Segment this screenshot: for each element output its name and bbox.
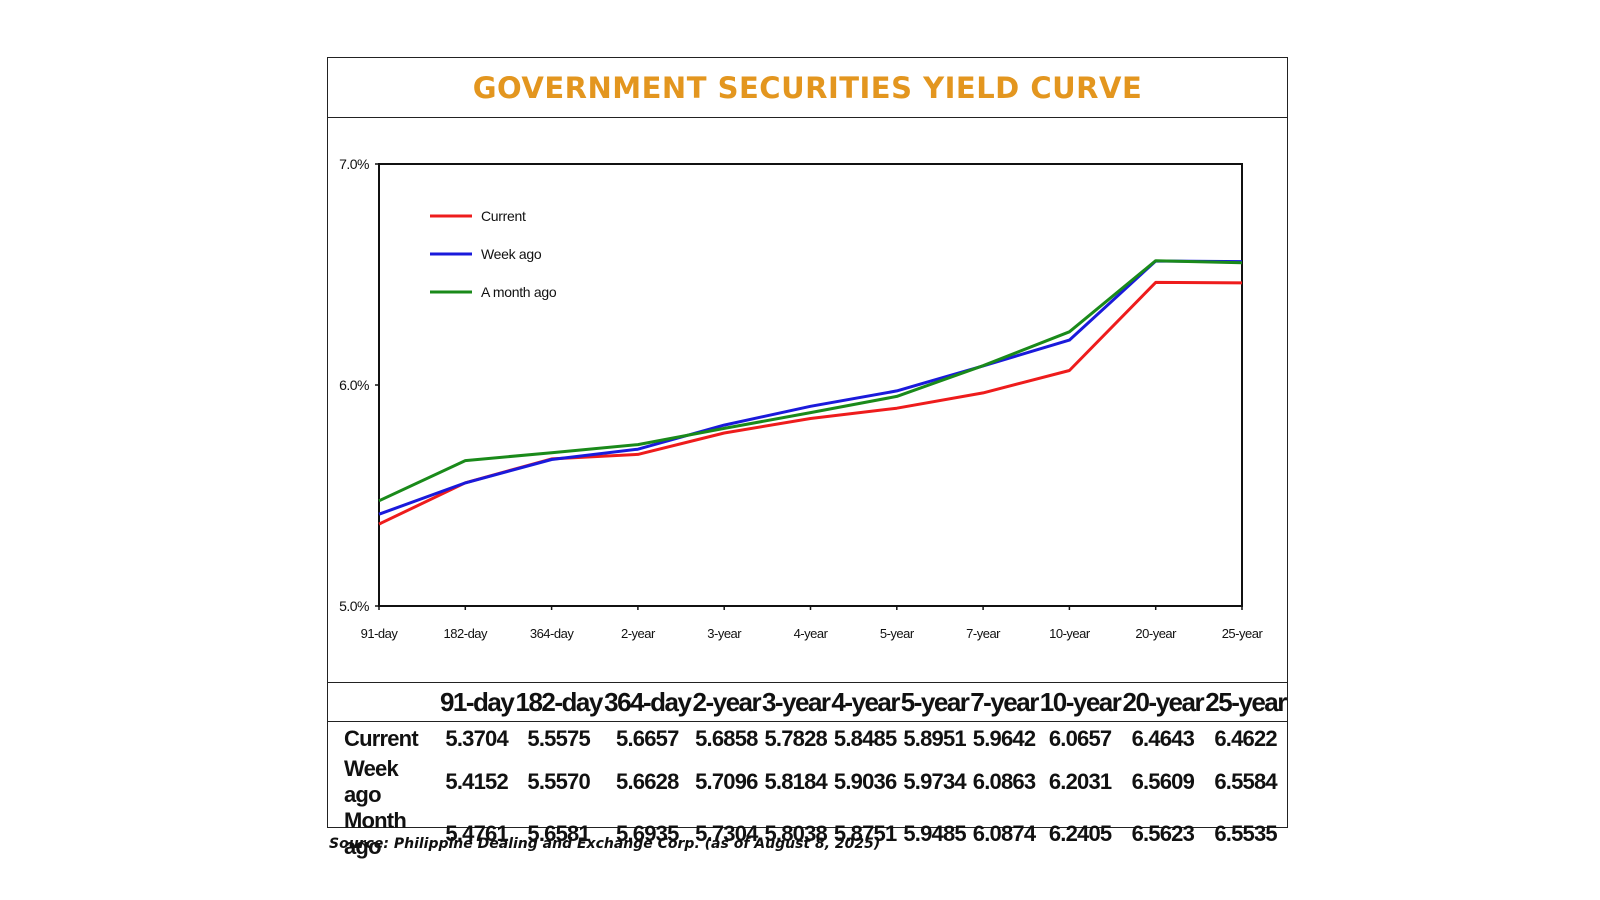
- column-header: 4-year: [830, 683, 900, 722]
- table-row: Week ago 5.4152 5.5570 5.6628 5.7096 5.8184 5.…: [328, 756, 1287, 808]
- x-tick-label: 20-year: [1135, 626, 1177, 641]
- x-tick-label: 3-year: [707, 626, 742, 641]
- chart-title: GOVERNMENT SECURITIES YIELD CURVE: [472, 70, 1143, 105]
- y-tick-label: 6.0%: [339, 377, 369, 393]
- table-cell: 5.9734: [903, 769, 966, 794]
- table-cell: 5.8751: [833, 821, 897, 846]
- table-cell: 5.7096: [695, 769, 758, 794]
- column-header: 364-day: [602, 683, 692, 722]
- table-cell: 5.9036: [833, 769, 897, 794]
- source-note: Source: Philippine Dealing and Exchange …: [329, 836, 881, 852]
- table-cell: 5.7828: [764, 726, 828, 751]
- column-header: 7-year: [969, 683, 1039, 722]
- table-cell: 5.6628: [616, 769, 679, 794]
- title-bar: GOVERNMENT SECURITIES YIELD CURVE: [328, 58, 1287, 118]
- table-row: Current 5.3704 5.5575 5.6657 5.6858 5.7828 5.8…: [328, 722, 1287, 757]
- table-cell: 5.4152: [445, 769, 508, 794]
- table-cell: 5.6657: [616, 726, 679, 751]
- legend-label: Current: [481, 208, 526, 224]
- x-tick-label: 7-year: [966, 626, 1001, 641]
- table-cell: 6.2031: [1048, 769, 1112, 794]
- table-cell: 5.8038: [764, 821, 828, 846]
- plot-border: [378, 163, 1243, 607]
- table-cell: 6.5623: [1131, 821, 1195, 846]
- y-tick-label: 5.0%: [339, 598, 369, 614]
- table-body: Current 5.3704 5.5575 5.6657 5.6858 5.7828 5.8…: [328, 722, 1287, 861]
- row-label: Week ago: [344, 756, 399, 807]
- chart-frame: GOVERNMENT SECURITIES YIELD CURVE Curren…: [327, 57, 1288, 859]
- table-cell: 5.3704: [445, 726, 508, 751]
- table-cell: 5.4761: [445, 821, 508, 846]
- row-label: Current: [344, 726, 419, 751]
- table-cell: 6.5535: [1214, 821, 1277, 846]
- table-cell: 5.8184: [764, 769, 828, 794]
- table-cell: 5.8485: [833, 726, 897, 751]
- series-line-a-month-ago: [378, 259, 1243, 503]
- table-cell: 5.6581: [527, 821, 590, 846]
- x-tick-label: 364-day: [530, 626, 574, 641]
- plot-area: [375, 163, 1243, 610]
- table-cell: 5.5575: [527, 726, 590, 751]
- table-cell: 5.9642: [972, 726, 1036, 751]
- x-tick-label: 182-day: [444, 626, 488, 641]
- legend-label: A month ago: [481, 284, 557, 300]
- x-tick-label: 91-day: [361, 626, 399, 641]
- yield-curve-chart: Current Week ago A month ago 5.0% 6.0% 7.0% 9…: [339, 156, 1264, 641]
- table-cell: 6.5609: [1131, 769, 1195, 794]
- table-corner-cell: [328, 683, 439, 722]
- table-cell: 5.6935: [616, 821, 679, 846]
- x-tick-label: 5-year: [880, 626, 915, 641]
- legend-label: Week ago: [481, 246, 542, 262]
- column-header: 182-day: [514, 683, 603, 722]
- x-tick-label: 10-year: [1049, 626, 1091, 641]
- column-header: 10-year: [1038, 683, 1122, 722]
- column-header: 25-year: [1204, 683, 1287, 722]
- table-cell: 6.2405: [1048, 821, 1112, 846]
- table-cell: 5.8951: [903, 726, 966, 751]
- legend: Current Week ago A month ago: [430, 208, 557, 300]
- table-cell: 5.6858: [695, 726, 758, 751]
- table-row: Month ago 5.4761 5.6581 5.6935 5.7304 5.8038 5…: [328, 808, 1287, 860]
- table-cell: 5.9485: [903, 821, 966, 846]
- series-line-current: [378, 280, 1243, 526]
- x-tick-label: 4-year: [794, 626, 829, 641]
- series-line-week-ago: [378, 259, 1243, 516]
- table-cell: 6.4643: [1131, 726, 1195, 751]
- yield-table: 91-day 182-day 364-day 2-year 3-year 4-year 5-…: [328, 683, 1287, 860]
- table-cell: 6.4622: [1214, 726, 1277, 751]
- x-tick-label: 25-year: [1222, 626, 1264, 641]
- column-header: 91-day: [439, 683, 515, 722]
- column-header: 20-year: [1121, 683, 1205, 722]
- column-header: 5-year: [899, 683, 970, 722]
- table-cell: 6.0657: [1048, 726, 1112, 751]
- row-label: Month ago: [344, 808, 407, 859]
- axis-labels: 5.0% 6.0% 7.0% 91-day 182-day 364-day 2-year 3-…: [339, 156, 1264, 641]
- series-lines: [378, 259, 1243, 526]
- yield-table-section: 91-day 182-day 364-day 2-year 3-year 4-year 5-…: [328, 682, 1287, 859]
- table-cell: 5.5570: [527, 769, 590, 794]
- table-cell: 6.0863: [972, 769, 1036, 794]
- table-header-row: 91-day 182-day 364-day 2-year 3-year 4-year 5-…: [328, 683, 1287, 722]
- x-tick-label: 2-year: [621, 626, 656, 641]
- y-tick-label: 7.0%: [339, 156, 369, 172]
- table-cell: 6.0874: [972, 821, 1036, 846]
- column-header: 3-year: [761, 683, 831, 722]
- table-cell: 5.7304: [695, 821, 758, 846]
- table-cell: 6.5584: [1214, 769, 1277, 794]
- column-header: 2-year: [691, 683, 762, 722]
